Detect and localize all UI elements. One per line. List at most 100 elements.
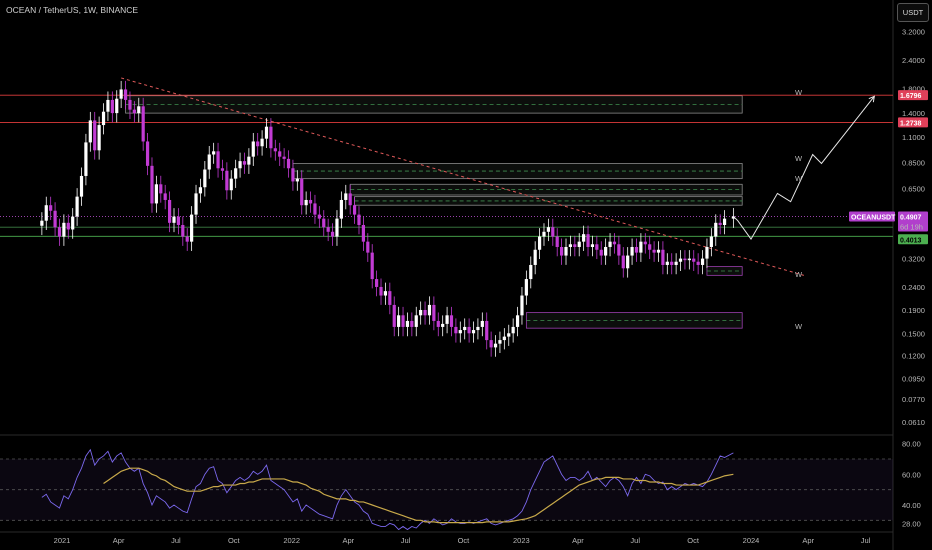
candle[interactable] xyxy=(436,312,440,337)
candle[interactable] xyxy=(537,228,542,260)
candle[interactable] xyxy=(573,235,577,257)
candle[interactable] xyxy=(115,90,119,123)
candle[interactable] xyxy=(445,306,449,334)
candle[interactable] xyxy=(40,212,44,236)
candle[interactable] xyxy=(692,250,696,272)
candle[interactable] xyxy=(176,208,181,235)
candle[interactable] xyxy=(419,301,423,325)
candle[interactable] xyxy=(352,196,357,224)
candle[interactable] xyxy=(110,91,114,123)
candle[interactable] xyxy=(106,91,110,122)
candle[interactable] xyxy=(564,238,568,265)
candle[interactable] xyxy=(291,159,295,191)
candle[interactable] xyxy=(313,194,317,224)
candle[interactable] xyxy=(643,233,647,254)
candle[interactable] xyxy=(220,159,225,181)
candle[interactable] xyxy=(128,91,132,119)
candle[interactable] xyxy=(137,97,141,123)
candle[interactable] xyxy=(520,287,524,325)
candle[interactable] xyxy=(626,247,630,278)
candle[interactable] xyxy=(185,228,189,251)
candle[interactable] xyxy=(471,321,476,343)
candle[interactable] xyxy=(251,132,255,166)
candle[interactable] xyxy=(700,250,705,275)
candle[interactable] xyxy=(568,235,573,257)
candle[interactable] xyxy=(476,318,480,340)
candle[interactable] xyxy=(203,161,207,197)
candle[interactable] xyxy=(630,238,634,265)
candle[interactable] xyxy=(379,278,383,305)
candle[interactable] xyxy=(502,328,506,350)
candle[interactable] xyxy=(278,142,282,166)
candle[interactable] xyxy=(383,282,388,305)
candle[interactable] xyxy=(242,152,247,174)
candle[interactable] xyxy=(141,97,145,151)
candle[interactable] xyxy=(339,191,343,228)
candle[interactable] xyxy=(159,175,163,203)
candle[interactable] xyxy=(150,157,154,213)
candle[interactable] xyxy=(264,118,269,148)
candle[interactable] xyxy=(247,148,251,174)
candle[interactable] xyxy=(612,233,617,254)
candle[interactable] xyxy=(260,130,264,156)
candle[interactable] xyxy=(401,306,405,337)
candle[interactable] xyxy=(515,306,520,337)
candle[interactable] xyxy=(361,216,365,251)
candle[interactable] xyxy=(53,202,57,237)
candle[interactable] xyxy=(586,225,590,257)
candle[interactable] xyxy=(617,235,621,265)
candle[interactable] xyxy=(463,318,467,340)
candle[interactable] xyxy=(529,256,533,289)
candle[interactable] xyxy=(49,196,53,221)
candle[interactable] xyxy=(229,170,233,200)
candle[interactable] xyxy=(656,241,661,262)
candle[interactable] xyxy=(317,206,321,228)
candle[interactable] xyxy=(93,111,97,160)
candle[interactable] xyxy=(132,101,136,123)
candle[interactable] xyxy=(533,241,537,275)
candle[interactable] xyxy=(441,315,445,337)
candle[interactable] xyxy=(75,188,79,226)
candle[interactable] xyxy=(295,170,299,191)
candle[interactable] xyxy=(467,318,471,343)
candle[interactable] xyxy=(542,223,546,246)
candle[interactable] xyxy=(322,210,326,237)
candle[interactable] xyxy=(595,235,599,260)
candle[interactable] xyxy=(62,214,66,246)
candle[interactable] xyxy=(674,253,678,275)
candle[interactable] xyxy=(397,306,401,337)
candle[interactable] xyxy=(119,80,123,109)
candle[interactable] xyxy=(57,218,62,246)
candle[interactable] xyxy=(449,306,454,337)
candle[interactable] xyxy=(269,118,273,158)
candle[interactable] xyxy=(634,238,639,262)
candle[interactable] xyxy=(79,167,84,206)
candle[interactable] xyxy=(705,238,709,268)
candle[interactable] xyxy=(551,218,555,246)
candle[interactable] xyxy=(308,191,313,213)
candle[interactable] xyxy=(560,238,564,265)
candle[interactable] xyxy=(234,159,238,188)
candle[interactable] xyxy=(454,318,458,343)
candle[interactable] xyxy=(44,196,48,230)
candle[interactable] xyxy=(163,184,167,210)
candle[interactable] xyxy=(123,80,128,110)
candle[interactable] xyxy=(683,250,687,270)
candle[interactable] xyxy=(608,233,612,257)
candle[interactable] xyxy=(722,210,727,235)
candle[interactable] xyxy=(190,206,194,251)
candle[interactable] xyxy=(366,233,370,262)
candle[interactable] xyxy=(216,142,220,178)
candle[interactable] xyxy=(101,103,106,135)
candle[interactable] xyxy=(304,191,308,215)
candle[interactable] xyxy=(145,132,150,176)
candle[interactable] xyxy=(194,184,198,224)
candle[interactable] xyxy=(652,241,656,262)
candle[interactable] xyxy=(507,324,511,346)
candle[interactable] xyxy=(335,210,339,246)
candle[interactable] xyxy=(198,178,203,203)
candle[interactable] xyxy=(498,331,502,353)
candle[interactable] xyxy=(621,247,625,278)
candle[interactable] xyxy=(661,241,665,275)
